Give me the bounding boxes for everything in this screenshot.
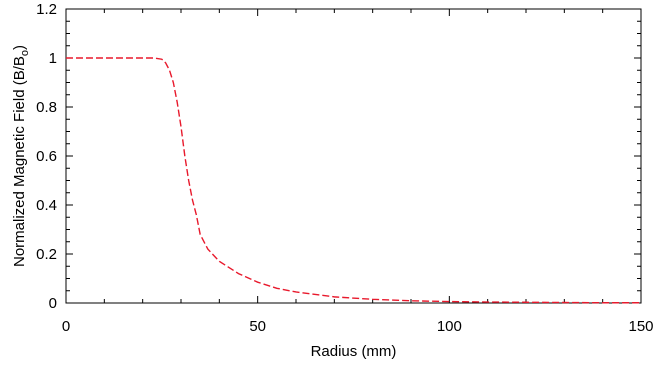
y-axis-label-close: ) xyxy=(11,45,28,50)
x-tick-label: 0 xyxy=(62,318,70,335)
y-tick-label: 1.2 xyxy=(36,1,57,18)
axis-ticks xyxy=(65,8,642,304)
x-tick-label: 50 xyxy=(249,318,266,335)
y-tick-label: 1 xyxy=(49,50,57,67)
plot-frame xyxy=(65,8,642,304)
y-axis-label: Normalized Magnetic Field (B/Bo) xyxy=(11,45,31,267)
series-line xyxy=(66,57,641,304)
y-tick-label: 0.8 xyxy=(36,99,57,116)
y-tick-label: 0.2 xyxy=(36,246,57,263)
y-tick-label: 0.4 xyxy=(36,197,57,214)
x-tick-label: 100 xyxy=(437,318,462,335)
y-axis-label-subscript: o xyxy=(19,50,31,56)
axis-tick-labels: 0 50 100 150 0 0.2 0.4 0.6 0.8 1 1.2 xyxy=(36,1,653,335)
y-tick-label: 0 xyxy=(49,295,57,312)
x-axis-label: Radius (mm) xyxy=(311,343,397,360)
y-tick-label: 0.6 xyxy=(36,148,57,165)
x-tick-label: 150 xyxy=(628,318,653,335)
y-axis-label-main: Normalized Magnetic Field (B/B xyxy=(11,56,28,267)
series-layer xyxy=(66,57,641,304)
